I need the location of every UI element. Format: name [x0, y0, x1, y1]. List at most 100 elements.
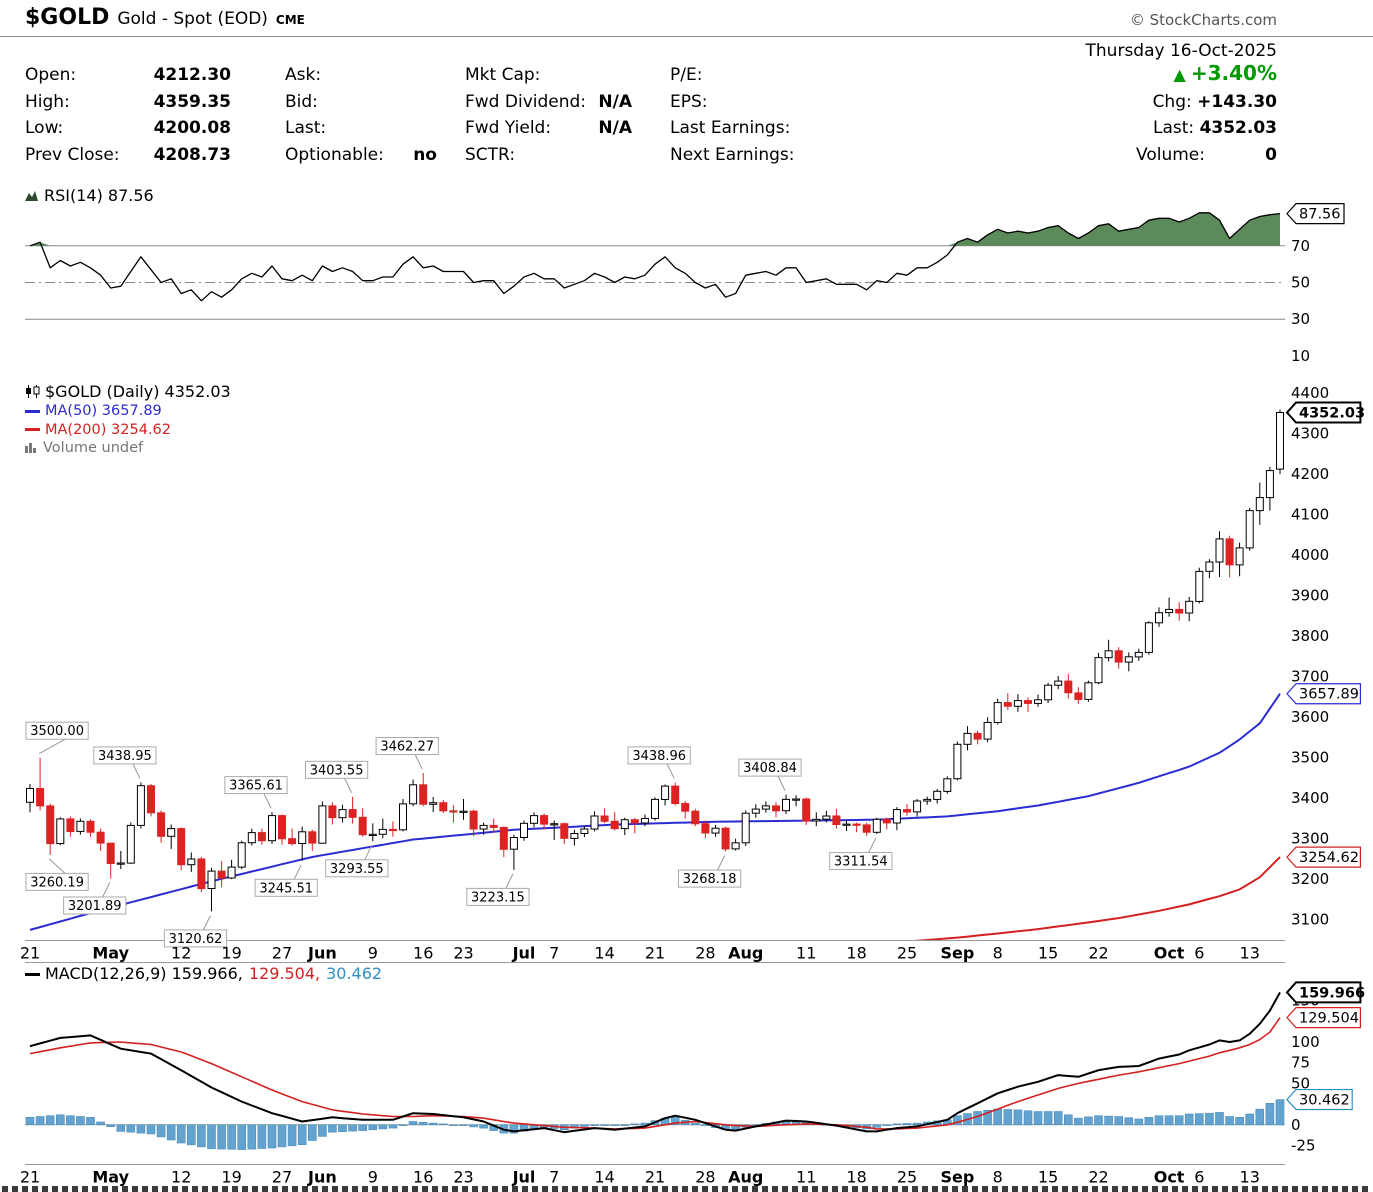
candle-body	[721, 827, 730, 850]
cropped-edge-mark	[472, 1186, 478, 1192]
date-axis-label: 12	[171, 1168, 191, 1187]
cropped-edge-mark	[852, 1186, 858, 1192]
annotation-box	[325, 859, 389, 878]
candle-body	[802, 798, 811, 822]
candle-body	[630, 819, 639, 824]
candle-body	[862, 824, 871, 833]
price-axis-label: 3600	[1291, 708, 1329, 726]
cropped-edge-mark	[462, 1186, 468, 1192]
macd-histogram-bar	[318, 1124, 327, 1137]
annotation-text: 3245.51	[259, 881, 313, 896]
candle-body	[56, 818, 65, 845]
cropped-edge-mark	[552, 1186, 558, 1192]
macd-histogram-bar	[287, 1124, 297, 1147]
candle-body	[247, 832, 256, 844]
value-tag	[1286, 1007, 1362, 1029]
macd-histogram-bar	[993, 1108, 1003, 1126]
cropped-edge-mark	[182, 1186, 188, 1192]
cropped-edge-mark	[1022, 1186, 1028, 1192]
macd-signal-line	[29, 1017, 1281, 1130]
candle-body	[1024, 700, 1032, 704]
macd-histogram-bar	[1265, 1103, 1275, 1126]
low-value: 4200.08	[153, 118, 231, 138]
cropped-edge-mark	[202, 1186, 208, 1192]
candle-body	[136, 785, 145, 826]
quote-col-ohlc: Open: 4212.30 High: 4359.35 Low: 4200.08 Pr…	[25, 62, 231, 168]
candle-body	[439, 802, 448, 812]
macd-histogram-bar	[459, 1124, 468, 1126]
annotation-box	[93, 746, 157, 765]
candle-body	[308, 831, 317, 844]
macd-axis-label: -25	[1291, 1136, 1316, 1154]
date-axis-label: 9	[368, 944, 378, 963]
macd-histogram-bar	[912, 1122, 922, 1126]
candle-body	[1064, 680, 1073, 694]
candle-body	[600, 815, 609, 822]
candle-body	[751, 808, 760, 814]
candle-body	[116, 862, 125, 865]
cropped-edge-mark	[402, 1186, 408, 1192]
macd-histogram-bar	[1074, 1117, 1083, 1126]
cropped-edge-mark	[1322, 1186, 1328, 1192]
cropped-edge-mark	[922, 1186, 928, 1192]
candle-body	[822, 815, 831, 820]
candle-body	[409, 784, 418, 805]
cropped-edge-mark	[132, 1186, 138, 1192]
cropped-edge-mark	[1362, 1186, 1368, 1192]
quote-col-bidask: Ask: Bid: Last: Optionable: no	[285, 62, 437, 168]
rsi-legend-text: RSI(14) 87.56	[44, 186, 154, 205]
candle-body	[993, 702, 1002, 723]
date-axis-label: 11	[796, 944, 816, 963]
annotation-leader	[132, 763, 141, 779]
cropped-edge-mark	[422, 1186, 428, 1192]
candle-body	[217, 870, 226, 879]
value-tag	[1286, 203, 1345, 225]
cropped-edge-mark	[1132, 1186, 1138, 1192]
candle-body	[86, 820, 95, 833]
date-axis-label: 19	[221, 944, 241, 963]
cropped-edge-mark	[432, 1186, 438, 1192]
cropped-edge-mark	[382, 1186, 388, 1192]
annotation-box	[25, 721, 89, 740]
macd-histogram-bar	[86, 1117, 95, 1126]
cropped-edge-mark	[972, 1186, 978, 1192]
macd-histogram-bar	[1084, 1116, 1093, 1126]
annotation-text: 3462.27	[380, 740, 434, 755]
candle-body	[832, 815, 841, 825]
macd-histogram-bar	[620, 1124, 630, 1126]
annotation-leader	[38, 738, 66, 755]
macd-histogram-bar	[126, 1124, 136, 1133]
cropped-edge-mark	[62, 1186, 68, 1192]
candle-body	[1114, 650, 1123, 663]
annotation-box	[224, 776, 288, 795]
candle-body	[489, 824, 498, 828]
date-axis-label: Sep	[940, 1168, 974, 1187]
cropped-edge-mark	[102, 1186, 108, 1192]
candle-body	[1185, 600, 1194, 614]
cropped-edge-mark	[502, 1186, 508, 1192]
cropped-edge-mark	[962, 1186, 968, 1192]
value-tag	[1286, 683, 1362, 705]
value-tag	[1286, 1088, 1353, 1111]
rsi-axis-label: 10	[1291, 347, 1310, 365]
candlestick-icon	[26, 385, 40, 398]
candle-body	[892, 809, 901, 824]
date-axis-label: 21	[645, 944, 665, 963]
fwd-yield-label: Fwd Yield:	[465, 118, 552, 138]
annotation-text: 3438.96	[632, 749, 686, 764]
cropped-edge-mark	[672, 1186, 678, 1192]
cropped-edge-mark	[362, 1186, 368, 1192]
macd-histogram-bar	[509, 1124, 519, 1134]
macd-histogram-bar	[106, 1124, 115, 1128]
cropped-edge-mark	[492, 1186, 498, 1192]
price-axis-label: 3200	[1291, 870, 1329, 888]
cropped-edge-mark	[992, 1186, 998, 1192]
cropped-edge-mark	[312, 1186, 318, 1192]
macd-axis-label: 100	[1291, 1033, 1320, 1051]
annotation-box	[829, 852, 893, 870]
date-axis-label: 15	[1038, 1168, 1058, 1187]
prevclose-label: Prev Close:	[25, 144, 120, 165]
cropped-edge-mark	[1272, 1186, 1278, 1192]
annotation-box	[466, 887, 530, 906]
macd-histogram-bar	[1215, 1112, 1224, 1126]
